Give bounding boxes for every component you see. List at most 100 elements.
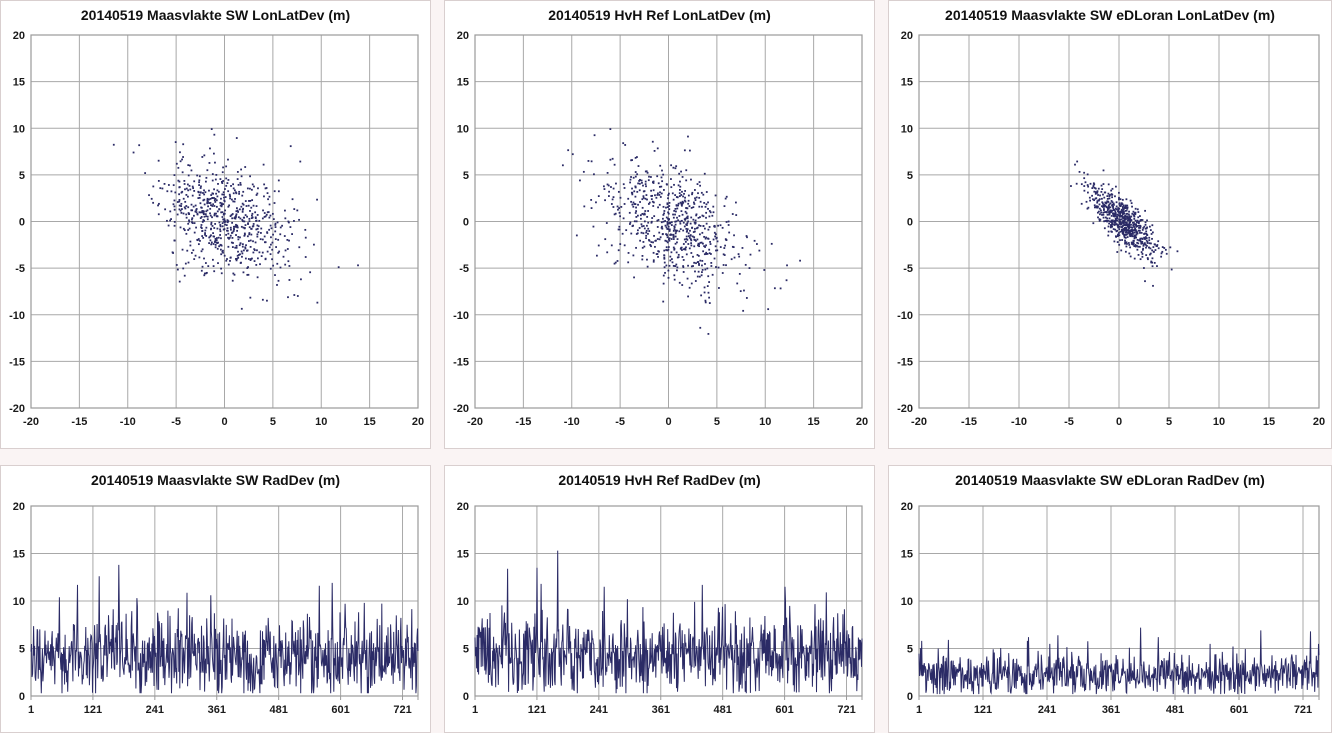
chart-panel-maasvlakte-sw-lonlatdev: 20140519 Maasvlakte SW LonLatDev (m) -20… bbox=[0, 0, 431, 449]
svg-text:20: 20 bbox=[412, 416, 424, 428]
svg-text:-15: -15 bbox=[515, 416, 531, 428]
svg-text:-20: -20 bbox=[911, 416, 927, 428]
svg-text:-10: -10 bbox=[9, 310, 25, 322]
svg-text:1: 1 bbox=[916, 704, 922, 716]
svg-text:-20: -20 bbox=[467, 416, 483, 428]
svg-text:361: 361 bbox=[652, 704, 670, 716]
svg-text:0: 0 bbox=[221, 416, 227, 428]
svg-text:20: 20 bbox=[1313, 416, 1325, 428]
svg-text:1: 1 bbox=[472, 704, 478, 716]
svg-text:-5: -5 bbox=[1064, 416, 1074, 428]
scatter-plot-maasvlakte-sw-lonlatdev: -20 -15 -10 -5 0 5 10 15 20 -20 -15 -10 -5 0 5 10 15 20 bbox=[9, 30, 424, 428]
svg-text:481: 481 bbox=[270, 704, 288, 716]
svg-text:15: 15 bbox=[13, 77, 25, 89]
chart-panel-maasvlakte-sw-edloran-lonlatdev: 20140519 Maasvlakte SW eDLoran LonLatDev… bbox=[888, 0, 1332, 449]
svg-text:20: 20 bbox=[457, 501, 469, 513]
svg-text:601: 601 bbox=[1230, 704, 1248, 716]
svg-text:15: 15 bbox=[901, 77, 913, 89]
chart-panel-hvh-ref-raddev: 20140519 HvH Ref RadDev (m) 1 121 241 361 48… bbox=[444, 465, 875, 733]
svg-text:20: 20 bbox=[901, 501, 913, 513]
svg-text:5: 5 bbox=[714, 416, 720, 428]
svg-text:15: 15 bbox=[364, 416, 376, 428]
svg-text:5: 5 bbox=[463, 644, 469, 656]
svg-text:10: 10 bbox=[315, 416, 327, 428]
svg-text:721: 721 bbox=[837, 704, 855, 716]
scatter-plot-hvh-ref-lonlatdev: -20 -15 -10 -5 0 5 10 15 20 -20 -15 -10 -5 0 5 10 15 20 bbox=[453, 30, 868, 428]
svg-text:-5: -5 bbox=[171, 416, 181, 428]
svg-text:-10: -10 bbox=[453, 310, 469, 322]
svg-text:10: 10 bbox=[901, 596, 913, 608]
svg-text:20: 20 bbox=[13, 501, 25, 513]
svg-text:241: 241 bbox=[1038, 704, 1056, 716]
svg-text:361: 361 bbox=[1102, 704, 1120, 716]
svg-text:15: 15 bbox=[1263, 416, 1275, 428]
svg-text:-5: -5 bbox=[459, 263, 469, 275]
svg-text:241: 241 bbox=[590, 704, 608, 716]
svg-text:15: 15 bbox=[457, 77, 469, 89]
svg-text:481: 481 bbox=[1166, 704, 1184, 716]
svg-text:361: 361 bbox=[208, 704, 226, 716]
svg-text:15: 15 bbox=[901, 549, 913, 561]
svg-text:721: 721 bbox=[1294, 704, 1312, 716]
svg-text:-20: -20 bbox=[453, 403, 469, 415]
svg-text:10: 10 bbox=[457, 123, 469, 135]
svg-text:10: 10 bbox=[457, 596, 469, 608]
chart-title: 20140519 Maasvlakte SW eDLoran LonLatDev… bbox=[945, 7, 1275, 23]
svg-text:20: 20 bbox=[457, 30, 469, 42]
svg-text:-20: -20 bbox=[9, 403, 25, 415]
scatter-plot-maasvlakte-sw-edloran-lonlatdev: -20 -15 -10 -5 0 5 10 15 20 -20 -15 -10 -5 0 5 10 15 20 bbox=[897, 30, 1325, 428]
svg-text:0: 0 bbox=[907, 217, 913, 229]
svg-text:15: 15 bbox=[13, 549, 25, 561]
svg-text:-5: -5 bbox=[615, 416, 625, 428]
svg-text:-10: -10 bbox=[897, 310, 913, 322]
svg-text:601: 601 bbox=[331, 704, 349, 716]
svg-text:0: 0 bbox=[19, 217, 25, 229]
svg-text:-15: -15 bbox=[9, 356, 25, 368]
svg-text:5: 5 bbox=[907, 644, 913, 656]
svg-text:0: 0 bbox=[907, 691, 913, 703]
svg-text:-10: -10 bbox=[1011, 416, 1027, 428]
svg-text:10: 10 bbox=[1213, 416, 1225, 428]
svg-text:-15: -15 bbox=[71, 416, 87, 428]
svg-text:601: 601 bbox=[775, 704, 793, 716]
svg-text:121: 121 bbox=[528, 704, 546, 716]
svg-text:-20: -20 bbox=[897, 403, 913, 415]
svg-text:-20: -20 bbox=[23, 416, 39, 428]
chart-title: 20140519 Maasvlakte SW RadDev (m) bbox=[90, 472, 341, 488]
svg-text:5: 5 bbox=[19, 644, 25, 656]
svg-text:15: 15 bbox=[457, 549, 469, 561]
line-plot-maasvlakte-sw-edloran-raddev: 1 121 241 361 481 601 721 0 5 10 15 20 bbox=[901, 501, 1320, 716]
svg-text:-5: -5 bbox=[15, 263, 25, 275]
svg-text:20: 20 bbox=[856, 416, 868, 428]
svg-text:481: 481 bbox=[714, 704, 732, 716]
svg-text:0: 0 bbox=[1116, 416, 1122, 428]
svg-text:10: 10 bbox=[759, 416, 771, 428]
svg-text:-15: -15 bbox=[453, 356, 469, 368]
svg-text:0: 0 bbox=[463, 691, 469, 703]
line-plot-maasvlakte-sw-raddev: 1 121 241 361 481 601 721 0 5 10 15 20 bbox=[13, 501, 419, 716]
svg-text:-10: -10 bbox=[120, 416, 136, 428]
svg-text:241: 241 bbox=[146, 704, 164, 716]
svg-text:0: 0 bbox=[665, 416, 671, 428]
chart-panel-maasvlakte-sw-raddev: 20140519 Maasvlakte SW RadDev (m) 1 121 24… bbox=[0, 465, 431, 733]
chart-panel-maasvlakte-sw-edloran-raddev: 20140519 Maasvlakte SW eDLoran RadDev (m… bbox=[888, 465, 1332, 733]
svg-text:721: 721 bbox=[393, 704, 411, 716]
chart-title: 20140519 HvH Ref LonLatDev (m) bbox=[548, 7, 771, 23]
svg-text:-15: -15 bbox=[961, 416, 977, 428]
chart-title: 20140519 HvH Ref RadDev (m) bbox=[558, 472, 761, 488]
svg-text:-5: -5 bbox=[903, 263, 913, 275]
svg-text:1: 1 bbox=[28, 704, 34, 716]
svg-text:-10: -10 bbox=[564, 416, 580, 428]
svg-text:5: 5 bbox=[270, 416, 276, 428]
svg-text:121: 121 bbox=[974, 704, 992, 716]
svg-text:15: 15 bbox=[808, 416, 820, 428]
svg-text:121: 121 bbox=[84, 704, 102, 716]
svg-text:10: 10 bbox=[13, 596, 25, 608]
chart-panel-hvh-ref-lonlatdev: 20140519 HvH Ref LonLatDev (m) -20 -15 -10… bbox=[444, 0, 875, 449]
svg-text:5: 5 bbox=[907, 170, 913, 182]
chart-title: 20140519 Maasvlakte SW LonLatDev (m) bbox=[80, 7, 351, 23]
line-plot-hvh-ref-raddev: 1 121 241 361 481 601 721 0 5 10 15 20 bbox=[457, 501, 863, 716]
svg-text:-15: -15 bbox=[897, 356, 913, 368]
svg-text:10: 10 bbox=[13, 123, 25, 135]
svg-text:5: 5 bbox=[463, 170, 469, 182]
